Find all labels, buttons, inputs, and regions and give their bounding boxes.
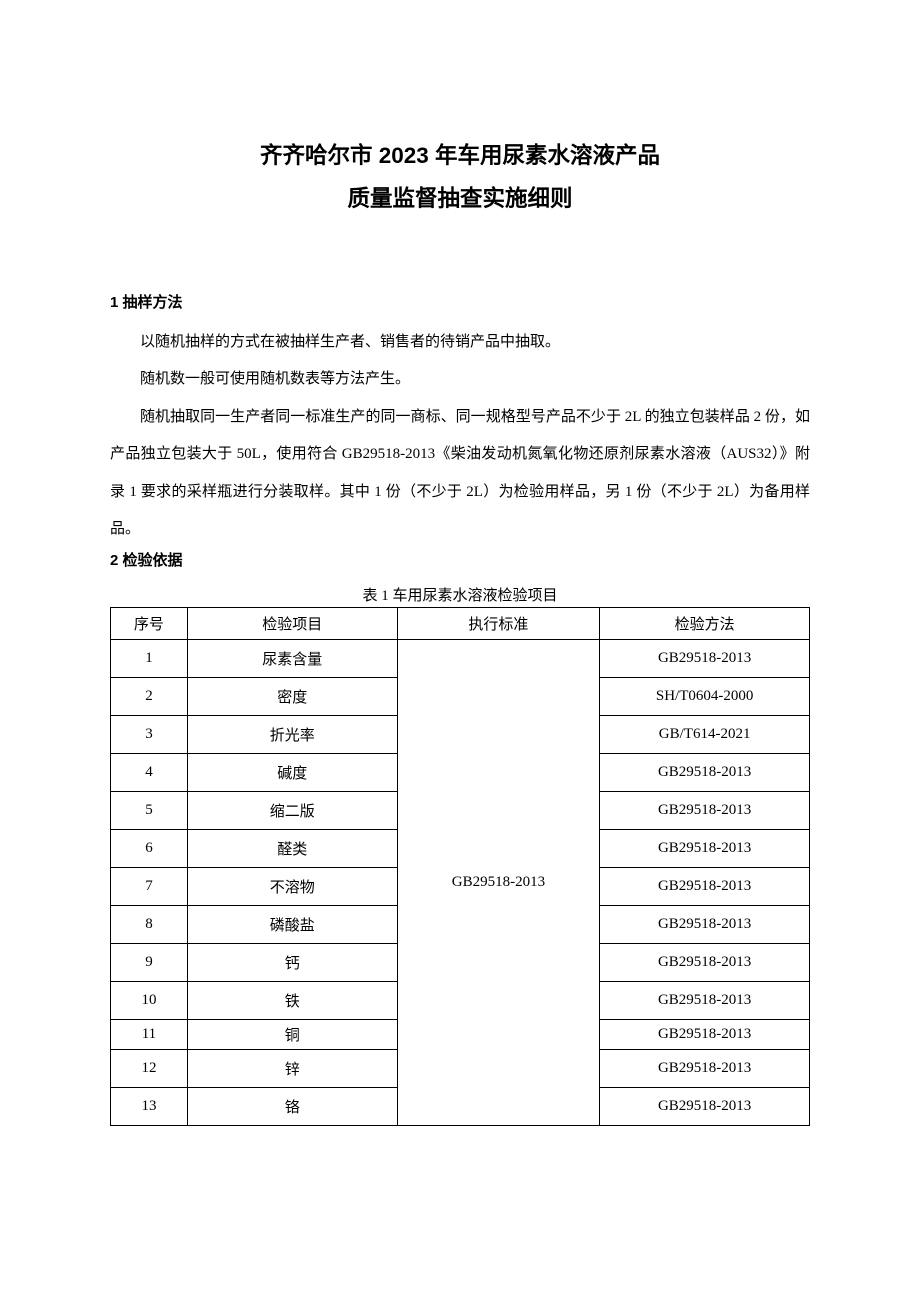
document-title-block: 齐齐哈尔市 2023 年车用尿素水溶液产品 质量监督抽查实施细则 — [110, 135, 810, 221]
cell-item: 醛类 — [187, 829, 397, 867]
inspection-table: 序号 检验项目 执行标准 检验方法 1 尿素含量 GB29518-2013 GB… — [110, 607, 810, 1126]
section-1-heading: 1 抽样方法 — [110, 291, 810, 312]
header-std: 执行标准 — [397, 607, 600, 639]
cell-item: 不溶物 — [187, 867, 397, 905]
cell-seq: 5 — [111, 791, 188, 829]
cell-seq: 3 — [111, 715, 188, 753]
cell-item: 磷酸盐 — [187, 905, 397, 943]
cell-method: GB29518-2013 — [600, 981, 810, 1019]
cell-item: 缩二版 — [187, 791, 397, 829]
header-method: 检验方法 — [600, 607, 810, 639]
cell-item: 铁 — [187, 981, 397, 1019]
section-2-heading: 2 检验依据 — [110, 549, 810, 570]
cell-seq: 9 — [111, 943, 188, 981]
cell-seq: 1 — [111, 639, 188, 677]
cell-seq: 6 — [111, 829, 188, 867]
cell-item: 钙 — [187, 943, 397, 981]
cell-seq: 8 — [111, 905, 188, 943]
cell-seq: 4 — [111, 753, 188, 791]
table-body: 1 尿素含量 GB29518-2013 GB29518-2013 2 密度 SH… — [111, 639, 810, 1125]
cell-seq: 11 — [111, 1019, 188, 1049]
cell-item: 碱度 — [187, 753, 397, 791]
title-line-2: 质量监督抽查实施细则 — [110, 178, 810, 221]
cell-method: GB29518-2013 — [600, 943, 810, 981]
cell-exec-standard: GB29518-2013 — [397, 639, 600, 1125]
cell-method: GB/T614-2021 — [600, 715, 810, 753]
cell-seq: 13 — [111, 1087, 188, 1125]
cell-method: GB29518-2013 — [600, 867, 810, 905]
header-item: 检验项目 — [187, 607, 397, 639]
cell-method: GB29518-2013 — [600, 1087, 810, 1125]
cell-method: GB29518-2013 — [600, 1019, 810, 1049]
cell-method: SH/T0604-2000 — [600, 677, 810, 715]
cell-seq: 10 — [111, 981, 188, 1019]
cell-item: 尿素含量 — [187, 639, 397, 677]
section-1-paragraph-1: 以随机抽样的方式在被抽样生产者、销售者的待销产品中抽取。 — [110, 324, 810, 362]
cell-method: GB29518-2013 — [600, 753, 810, 791]
table-row: 1 尿素含量 GB29518-2013 GB29518-2013 — [111, 639, 810, 677]
cell-item: 密度 — [187, 677, 397, 715]
cell-item: 折光率 — [187, 715, 397, 753]
cell-method: GB29518-2013 — [600, 829, 810, 867]
title-line-1: 齐齐哈尔市 2023 年车用尿素水溶液产品 — [110, 135, 810, 178]
header-seq: 序号 — [111, 607, 188, 639]
cell-item: 铬 — [187, 1087, 397, 1125]
cell-seq: 7 — [111, 867, 188, 905]
cell-seq: 12 — [111, 1049, 188, 1087]
cell-method: GB29518-2013 — [600, 1049, 810, 1087]
cell-item: 铜 — [187, 1019, 397, 1049]
cell-method: GB29518-2013 — [600, 791, 810, 829]
cell-seq: 2 — [111, 677, 188, 715]
table-header-row: 序号 检验项目 执行标准 检验方法 — [111, 607, 810, 639]
cell-method: GB29518-2013 — [600, 905, 810, 943]
cell-item: 锌 — [187, 1049, 397, 1087]
section-1-paragraph-3: 随机抽取同一生产者同一标准生产的同一商标、同一规格型号产品不少于 2L 的独立包… — [110, 399, 810, 549]
table-caption: 表 1 车用尿素水溶液检验项目 — [110, 584, 810, 605]
section-1-paragraph-2: 随机数一般可使用随机数表等方法产生。 — [110, 361, 810, 399]
cell-method: GB29518-2013 — [600, 639, 810, 677]
